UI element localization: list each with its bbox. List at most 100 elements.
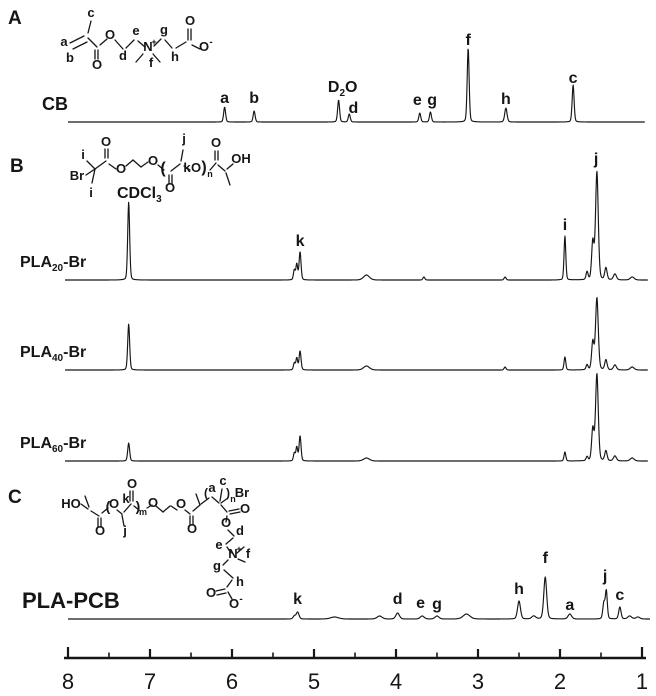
bond [222,559,229,566]
peak-label: g [432,596,442,613]
atom-label: N [228,546,237,561]
atom-label: Br [235,485,249,500]
bond [132,159,142,168]
atom-label: f [246,546,251,561]
atom-label: i [89,185,93,200]
row-label-PLA60-Br: PLA60-Br [20,435,86,455]
atom-label: d [236,523,244,538]
atom-label: e [215,537,222,552]
bond [170,505,178,511]
row-label-PLA40-Br: PLA40-Br [20,344,86,364]
bond [87,37,98,48]
peak-label: e [413,92,422,109]
bond [85,168,96,176]
peak-label: f [543,550,549,567]
bond [108,163,117,170]
bond [94,160,107,170]
panel-letter-A: A [8,8,22,29]
peak-label: j [602,568,607,585]
atom-label: c [219,473,226,488]
atom-label: ( [106,498,111,514]
atom-label: HO [61,496,81,511]
bond [91,168,96,184]
atom-label: a [60,34,68,49]
bond [155,505,164,513]
atom-label: O [109,496,119,511]
axis-tick-label: 5 [308,669,320,694]
peak-label: h [501,91,511,108]
atom-label: O [240,501,250,516]
axis-tick-label: 3 [472,669,484,694]
bond [133,505,140,511]
atom-label: a [208,480,216,495]
atom-label: O [206,585,216,600]
atom-label: + [236,544,241,554]
peak-label: k [296,233,305,250]
peak-label: h [514,581,524,598]
atom-label: h [171,49,179,64]
peak-label: c [615,587,624,604]
row-label-PLA-PCB: PLA-PCB [22,588,120,613]
peak-label: g [427,92,437,109]
atom-label: OH [231,151,251,166]
axis-tick-label: 6 [226,669,238,694]
bond [164,39,173,49]
atom-label: ( [160,160,166,177]
bond [180,149,184,162]
atom-label: O [211,135,221,150]
bond [219,488,223,502]
atom-label: j [181,131,186,146]
bond [200,497,210,505]
bond [152,53,161,63]
bond [229,511,241,515]
spectrum-trace-PLA-PCB [67,576,651,620]
peak-label: D2O [328,79,358,99]
bond [157,164,165,171]
bond [170,163,181,172]
bond [223,569,234,579]
bond [216,592,227,596]
spectrum-trace-CB [67,48,645,123]
atom-label: N [143,39,152,54]
atom-label: - [209,37,212,48]
bond [195,493,201,506]
atom-label: k [122,491,130,506]
peak-label: c [569,70,578,87]
spectrum-trace-PLA40-Br [64,297,648,371]
bond [140,161,149,168]
bond [226,579,233,588]
atom-label: + [151,37,156,47]
atom-label: k [183,160,191,175]
atom-label: O [101,134,111,149]
axis-tick-label: 8 [62,669,74,694]
atom-label: b [66,50,74,65]
panel-letter-B: B [10,156,24,177]
atom-label: O [148,153,158,168]
row-label-PLA20-Br: PLA20-Br [20,254,86,274]
atom-label: O [176,496,186,511]
bond [125,39,135,49]
bond [121,514,125,527]
atom-label: O [127,476,137,491]
atom-label: h [236,574,244,589]
atom-label: Br [70,168,84,183]
bond [146,504,153,509]
peak-label: CDCl3 [117,185,162,205]
bond [84,495,90,508]
row-label-CB: CB [42,94,68,114]
atom-label: d [119,48,127,63]
peak-label: d [393,591,403,608]
peak-label: f [465,32,471,49]
bond [225,537,234,545]
bond [192,504,201,512]
panel-letter-C: C [8,487,22,508]
spectrum-trace-PLA60-Br [64,373,648,462]
bond [80,503,89,510]
atom-label: O [221,515,231,530]
atom-label: n [207,169,213,179]
bond [123,503,132,513]
atom-label: g [213,558,221,573]
bond [86,160,96,170]
